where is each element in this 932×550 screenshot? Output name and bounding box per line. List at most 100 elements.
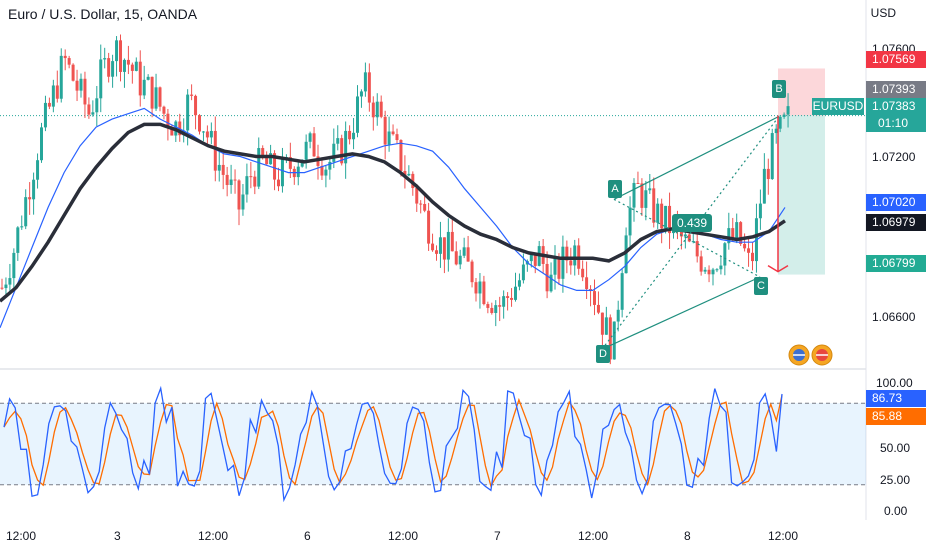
candle-body — [217, 164, 221, 171]
stop-price-tag: 1.07569 — [866, 51, 926, 68]
candle — [344, 121, 348, 179]
candle-body — [529, 254, 533, 262]
candle-body — [620, 273, 624, 310]
candle-body — [628, 207, 632, 236]
candle-body — [296, 166, 300, 178]
candle — [454, 241, 458, 266]
time-tick-1: 12:00 — [6, 529, 37, 543]
candle-body — [561, 246, 565, 279]
stoch-k-tag: 86.73 — [866, 390, 926, 407]
target-zone — [778, 115, 825, 275]
candle-body — [344, 130, 348, 164]
candle-body — [138, 61, 142, 96]
candle — [403, 155, 407, 189]
candle — [600, 312, 604, 347]
candle-body — [340, 138, 344, 164]
candle — [652, 177, 656, 228]
candle-body — [40, 127, 43, 161]
candle-body — [786, 106, 790, 115]
candle — [205, 125, 209, 147]
candle — [348, 125, 352, 145]
pattern-ratio-label[interactable]: 0.439 — [672, 214, 712, 232]
entry-price-tag: 1.07393 — [866, 81, 926, 98]
candle — [593, 279, 596, 316]
candle — [229, 164, 233, 194]
candle — [786, 93, 790, 128]
candle-body — [162, 106, 166, 114]
candle-body — [506, 296, 510, 298]
candle-body — [190, 94, 194, 96]
candle — [67, 55, 71, 69]
osc-tick-25: 25.00 — [880, 473, 911, 487]
candle — [502, 290, 506, 319]
candle-body — [458, 255, 462, 265]
candle — [162, 105, 166, 120]
candle — [450, 217, 454, 252]
harmonic-pattern-tool[interactable] — [601, 115, 789, 350]
candle — [221, 149, 225, 190]
pattern-point-d[interactable]: D — [596, 345, 610, 363]
currency-label[interactable]: USD — [870, 6, 896, 20]
candle — [146, 74, 150, 81]
candle-body — [146, 76, 150, 80]
candle-body — [103, 58, 107, 60]
candle — [352, 118, 356, 150]
candle-body — [67, 58, 71, 65]
candle-body — [450, 231, 454, 252]
candle-body — [711, 269, 715, 275]
target-price-tag: 1.06799 — [866, 255, 926, 272]
candle — [656, 198, 660, 229]
candle — [640, 178, 644, 217]
chart-title[interactable]: Euro / U.S. Dollar, 15, OANDA — [8, 6, 198, 22]
candle — [514, 272, 517, 302]
candle-body — [782, 114, 786, 117]
candle — [569, 247, 573, 275]
candle — [620, 269, 624, 318]
candle-body — [442, 237, 446, 260]
candle-body — [648, 188, 652, 191]
candle-body — [474, 282, 478, 294]
candle — [375, 93, 379, 126]
short-position-tool[interactable] — [0, 68, 866, 275]
candle — [648, 174, 652, 194]
candle-body — [703, 269, 707, 272]
candle — [766, 158, 770, 195]
candle-series[interactable] — [0, 34, 790, 365]
pattern-point-b[interactable]: B — [772, 80, 786, 98]
candle-body — [383, 116, 387, 145]
candle-body — [36, 160, 40, 180]
candle — [774, 124, 778, 144]
time-tick-4: 6 — [304, 529, 311, 543]
us-flag-icon[interactable] — [788, 344, 810, 366]
candle-body — [431, 243, 435, 251]
candle — [549, 262, 553, 293]
candle-body — [770, 133, 774, 180]
candle — [770, 128, 774, 180]
candle-body — [498, 305, 502, 307]
candle-body — [668, 205, 672, 234]
candle-body — [265, 156, 269, 165]
candle — [194, 94, 198, 130]
stochastic-oscillator[interactable] — [0, 385, 866, 503]
eu-flag-icon[interactable] — [811, 344, 833, 366]
candle-body — [664, 205, 668, 229]
pattern-point-c[interactable]: C — [754, 277, 768, 295]
candle — [561, 235, 565, 293]
candle — [379, 95, 383, 119]
candle-body — [213, 130, 217, 171]
candle-body — [79, 78, 83, 91]
stoch-d-line — [3, 395, 783, 488]
candle — [95, 85, 99, 127]
candle-body — [336, 138, 340, 144]
candle — [115, 36, 119, 77]
candle — [190, 84, 194, 101]
candle-body — [600, 312, 604, 335]
ma-fast-tag: 1.07020 — [866, 194, 926, 211]
candle-body — [257, 148, 261, 187]
candle-body — [454, 251, 458, 265]
pattern-point-a[interactable]: A — [608, 180, 622, 198]
candle — [308, 131, 312, 149]
candle-body — [201, 131, 205, 133]
candle — [506, 292, 510, 311]
